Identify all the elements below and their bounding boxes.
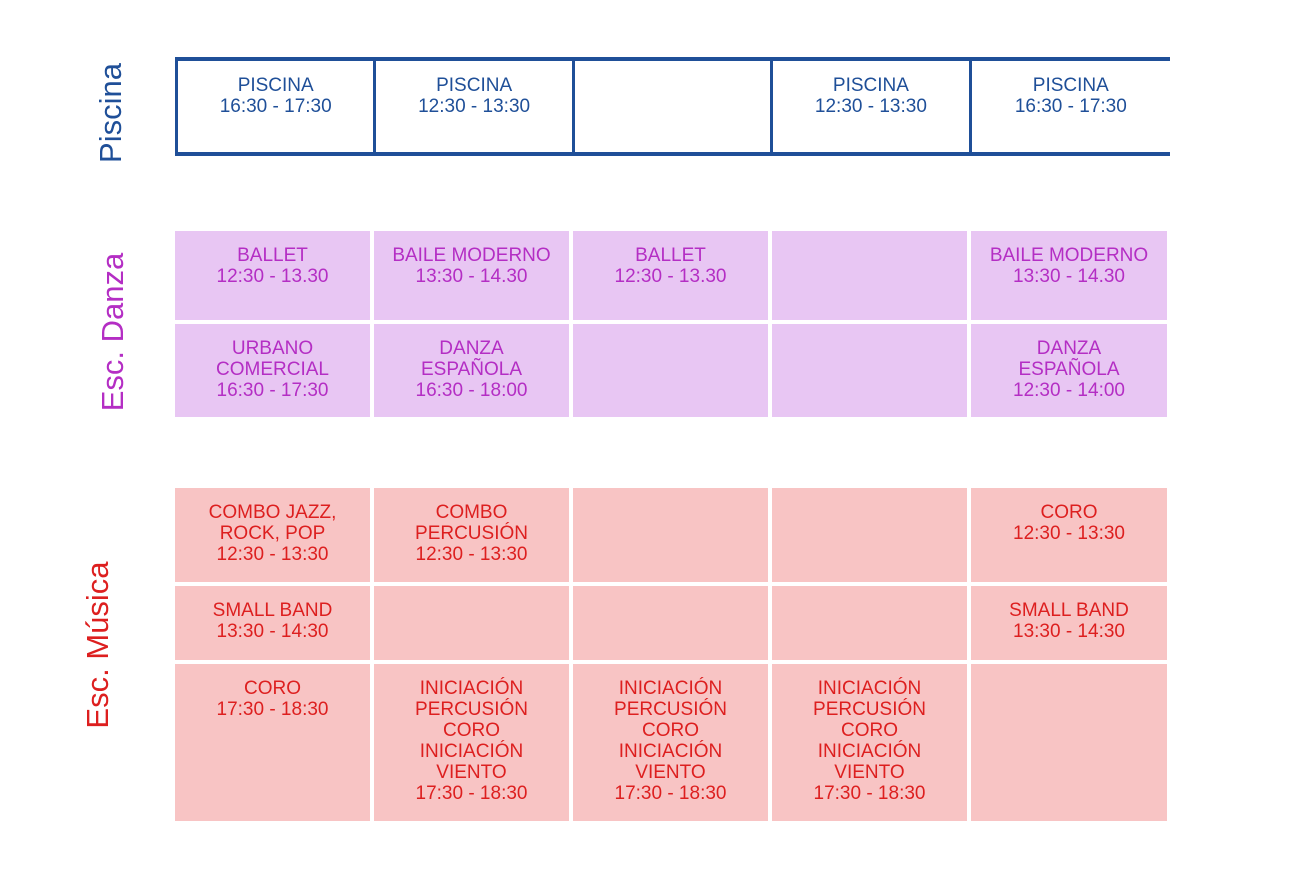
schedule-cell: PISCINA 16:30 - 17:30	[178, 61, 377, 152]
schedule-cell: PISCINA 12:30 - 13:30	[773, 61, 972, 152]
schedule-cell: COMBO JAZZ, ROCK, POP 12:30 - 13:30	[175, 488, 370, 582]
piscina-schedule-table: PISCINA 16:30 - 17:30 PISCINA 12:30 - 13…	[175, 57, 1170, 156]
danza-section-label: Esc. Danza	[95, 252, 130, 412]
schedule-cell: DANZA ESPAÑOLA 16:30 - 18:00	[374, 324, 569, 417]
danza-schedule-table: BALLET 12:30 - 13.30 BAILE MODERNO 13:30…	[175, 231, 1167, 421]
piscina-section-label: Piscina	[93, 63, 128, 163]
table-row: COMBO JAZZ, ROCK, POP 12:30 - 13:30 COMB…	[175, 488, 1167, 582]
musica-schedule-table: COMBO JAZZ, ROCK, POP 12:30 - 13:30 COMB…	[175, 488, 1167, 825]
schedule-cell	[573, 488, 768, 582]
schedule-cell	[772, 488, 967, 582]
musica-section-label: Esc. Música	[80, 561, 115, 729]
schedule-cell	[971, 664, 1167, 821]
table-row: BALLET 12:30 - 13.30 BAILE MODERNO 13:30…	[175, 231, 1167, 320]
schedule-cell	[772, 324, 967, 417]
schedule-cell: SMALL BAND 13:30 - 14:30	[971, 586, 1167, 660]
schedule-cell	[575, 61, 774, 152]
schedule-cell	[772, 231, 967, 320]
schedule-cell: URBANO COMERCIAL 16:30 - 17:30	[175, 324, 370, 417]
schedule-cell: BAILE MODERNO 13:30 - 14.30	[374, 231, 569, 320]
schedule-cell: PISCINA 12:30 - 13:30	[376, 61, 575, 152]
schedule-cell	[573, 586, 768, 660]
table-row: PISCINA 16:30 - 17:30 PISCINA 12:30 - 13…	[178, 61, 1170, 152]
schedule-cell: BALLET 12:30 - 13.30	[175, 231, 370, 320]
schedule-cell: DANZA ESPAÑOLA 12:30 - 14:00	[971, 324, 1167, 417]
schedule-cell: COMBO PERCUSIÓN 12:30 - 13:30	[374, 488, 569, 582]
schedule-cell	[374, 586, 569, 660]
schedule-cell: CORO 12:30 - 13:30	[971, 488, 1167, 582]
schedule-cell: CORO 17:30 - 18:30	[175, 664, 370, 821]
schedule-cell: BALLET 12:30 - 13.30	[573, 231, 768, 320]
schedule-cell	[573, 324, 768, 417]
table-row: URBANO COMERCIAL 16:30 - 17:30 DANZA ESP…	[175, 324, 1167, 417]
table-row: CORO 17:30 - 18:30 INICIACIÓN PERCUSIÓN …	[175, 664, 1167, 821]
schedule-cell: INICIACIÓN PERCUSIÓN CORO INICIACIÓN VIE…	[374, 664, 569, 821]
schedule-cell: SMALL BAND 13:30 - 14:30	[175, 586, 370, 660]
schedule-cell: INICIACIÓN PERCUSIÓN CORO INICIACIÓN VIE…	[573, 664, 768, 821]
schedule-cell	[772, 586, 967, 660]
schedule-cell: INICIACIÓN PERCUSIÓN CORO INICIACIÓN VIE…	[772, 664, 967, 821]
table-row: SMALL BAND 13:30 - 14:30 SMALL BAND 13:3…	[175, 586, 1167, 660]
schedule-cell: PISCINA 16:30 - 17:30	[1014, 75, 1127, 117]
schedule-cell: BAILE MODERNO 13:30 - 14.30	[971, 231, 1167, 320]
